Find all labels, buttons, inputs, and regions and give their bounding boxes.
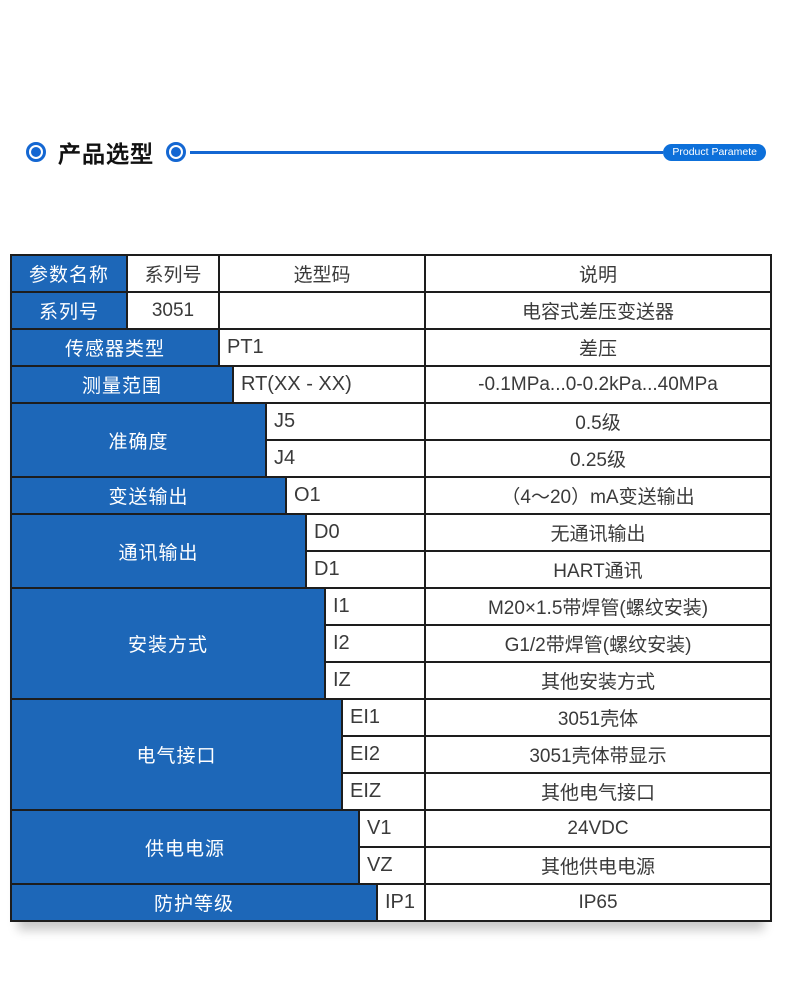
table-group-sensor-type: 传感器类型 PT1 差压: [12, 328, 770, 365]
desc-cell: HART通讯: [553, 561, 643, 582]
section-title: 产品选型: [58, 141, 154, 167]
param-label: 变送输出: [12, 478, 287, 513]
param-label: 通讯输出: [12, 515, 307, 587]
param-label: 供电电源: [12, 811, 360, 883]
code-cell: O1: [287, 478, 426, 513]
product-selection-table: 参数名称 系列号 选型码 说明 系列号 3051 电容式差压变送器: [10, 254, 772, 922]
desc-cell: 无通讯输出: [550, 524, 646, 545]
header-cell-desc: 说明: [578, 265, 617, 286]
code-cell: EIZ: [343, 774, 426, 809]
table-group-communication-output: 通讯输出 D0 无通讯输出 D1 HART通讯: [12, 513, 770, 587]
code-cell: I2: [326, 626, 426, 661]
desc-cell: 0.5级: [575, 413, 621, 434]
desc-cell: 差压: [578, 339, 617, 360]
code-cell: IP1: [378, 885, 426, 920]
desc-cell: -0.1MPa...0-0.2kPa...40MPa: [478, 373, 718, 395]
code-cell-series: 3051: [128, 293, 220, 328]
param-label: 防护等级: [12, 885, 378, 920]
param-label: 电气接口: [12, 700, 343, 809]
table-group-power-supply: 供电电源 V1 24VDC VZ 其他供电电源: [12, 809, 770, 883]
header-cell-series: 系列号: [128, 256, 220, 291]
desc-cell: 其他供电电源: [540, 857, 655, 878]
param-label: 安装方式: [12, 589, 326, 698]
header-ribbon-badge: Product Paramete: [663, 143, 766, 161]
desc-cell: IP65: [578, 891, 618, 913]
desc-cell: 3051壳体: [557, 709, 639, 730]
param-label-series: 系列号: [12, 293, 128, 328]
code-cell: EI2: [343, 737, 426, 772]
code-cell: VZ: [360, 848, 426, 883]
code-cell: RT(XX - XX): [234, 367, 426, 402]
code-cell: EI1: [343, 700, 426, 735]
table-group-measuring-range: 测量范围 RT(XX - XX) -0.1MPa...0-0.2kPa...40…: [12, 365, 770, 402]
bullet-circle-icon-2: [166, 142, 186, 162]
table-group-protection-rating: 防护等级 IP1 IP65: [12, 883, 770, 920]
param-label: 传感器类型: [12, 330, 220, 365]
bullet-circle-icon: [26, 142, 46, 162]
code-cell: PT1: [220, 330, 426, 365]
desc-cell-series: 电容式差压变送器: [521, 302, 674, 323]
table-group-accuracy: 准确度 J5 0.5级 J4 0.25级: [12, 402, 770, 476]
desc-cell: （4～20）mA变送输出: [501, 487, 695, 508]
bullet-dot-icon-2: [171, 147, 181, 157]
code-cell: J5: [267, 404, 426, 439]
header-divider-line: [190, 150, 664, 154]
param-label: 测量范围: [12, 367, 234, 402]
section-header: 产品选型 Product Paramete: [26, 138, 790, 167]
desc-cell: 3051壳体带显示: [529, 746, 667, 767]
header-cell-param-name: 参数名称: [12, 256, 128, 291]
desc-cell: 其他安装方式: [540, 672, 655, 693]
empty-cell: [220, 293, 426, 328]
code-cell: IZ: [326, 663, 426, 698]
table-group-electrical-interface: 电气接口 EI1 3051壳体 EI2 3051壳体带显示 EIZ 其他电气接口: [12, 698, 770, 809]
desc-cell: M20×1.5带焊管(螺纹安装): [487, 598, 709, 619]
desc-cell: 其他电气接口: [540, 783, 655, 804]
code-cell: J4: [267, 441, 426, 476]
desc-cell: 24VDC: [567, 817, 629, 839]
table-group-installation: 安装方式 I1 M20×1.5带焊管(螺纹安装) I2 G1/2带焊管(螺纹安装…: [12, 587, 770, 698]
desc-cell: G1/2带焊管(螺纹安装): [504, 635, 692, 656]
table-row-series: 系列号 3051 电容式差压变送器: [12, 291, 770, 328]
table-header-row: 参数名称 系列号 选型码 说明: [12, 256, 770, 291]
desc-cell: 0.25级: [570, 450, 626, 471]
bullet-dot-icon: [31, 147, 41, 157]
code-cell: D0: [307, 515, 426, 550]
table-group-transmit-output: 变送输出 O1 （4～20）mA变送输出: [12, 476, 770, 513]
header-cell-code: 选型码: [220, 256, 426, 291]
code-cell: D1: [307, 552, 426, 587]
code-cell: I1: [326, 589, 426, 624]
code-cell: V1: [360, 811, 426, 846]
param-label: 准确度: [12, 404, 267, 476]
